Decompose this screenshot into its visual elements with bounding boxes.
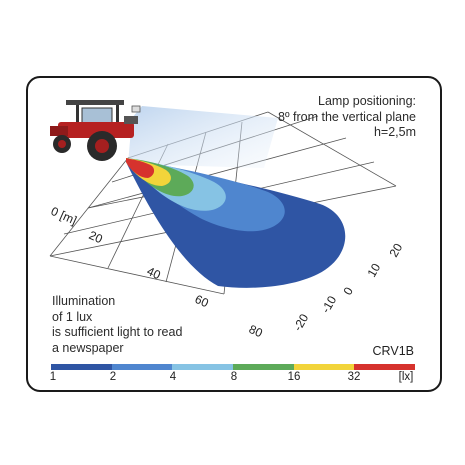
model-label: CRV1B <box>372 344 414 358</box>
tractor-illustration <box>50 100 141 161</box>
scale-segment-4-8 <box>172 364 234 370</box>
scale-segment-2-4 <box>111 364 173 370</box>
scale-tick-label: 8 <box>230 371 238 383</box>
scale-tick-label: 1 <box>49 371 57 383</box>
distance-tick: 20 <box>87 228 105 246</box>
scale-segment-16-32 <box>293 364 355 370</box>
distance-axis: 0 [m] 20 40 60 80 <box>49 204 265 340</box>
distance-tick: 40 <box>145 264 163 282</box>
scale-tick-label: 4 <box>169 371 177 383</box>
distance-axis-unit: 0 [m] <box>49 204 79 228</box>
scale-tick-label: 32 <box>347 371 361 383</box>
scale-tick-label: 16 <box>287 371 301 383</box>
illumination-note: Illumination of 1 lux is sufficient ligh… <box>52 294 182 356</box>
lateral-tick: 10 <box>364 261 383 280</box>
illumination-note-line: is sufficient light to read <box>52 325 183 339</box>
lamp-positioning-height: h=2,5m <box>373 125 416 139</box>
illumination-note-line: of 1 lux <box>52 309 93 324</box>
lateral-tick: 0 <box>340 284 356 297</box>
lux-color-scale <box>51 364 416 370</box>
scale-segment-8-16 <box>233 364 294 370</box>
illumination-note-line: a newspaper <box>52 340 124 355</box>
illumination-zones <box>126 158 346 288</box>
illumination-note-line: Illumination <box>52 294 116 308</box>
scale-segment-1-2 <box>51 364 112 370</box>
lateral-tick: 20 <box>386 241 405 260</box>
distance-tick: 60 <box>193 292 211 310</box>
lamp-positioning-title: Lamp positioning: <box>318 94 416 108</box>
zone-32-lux <box>126 158 155 178</box>
diagram-card: 0 [m] 20 40 60 80 20 10 0 -10 -20 Lamp p… <box>26 76 442 392</box>
illumination-scene: 0 [m] 20 40 60 80 20 10 0 -10 -20 <box>49 100 405 340</box>
distance-tick: 80 <box>247 322 265 340</box>
scale-unit-label: [lx] <box>398 371 414 383</box>
light-beam <box>128 106 278 168</box>
lamp-positioning-text: Lamp positioning: 8º from the vertical p… <box>278 94 416 141</box>
lateral-tick: -20 <box>290 311 311 333</box>
lateral-tick: -10 <box>318 293 339 315</box>
scale-segment-32-plus <box>354 364 416 370</box>
lamp-positioning-angle: 8º from the vertical plane <box>278 109 416 124</box>
scale-tick-label: 2 <box>109 371 117 383</box>
